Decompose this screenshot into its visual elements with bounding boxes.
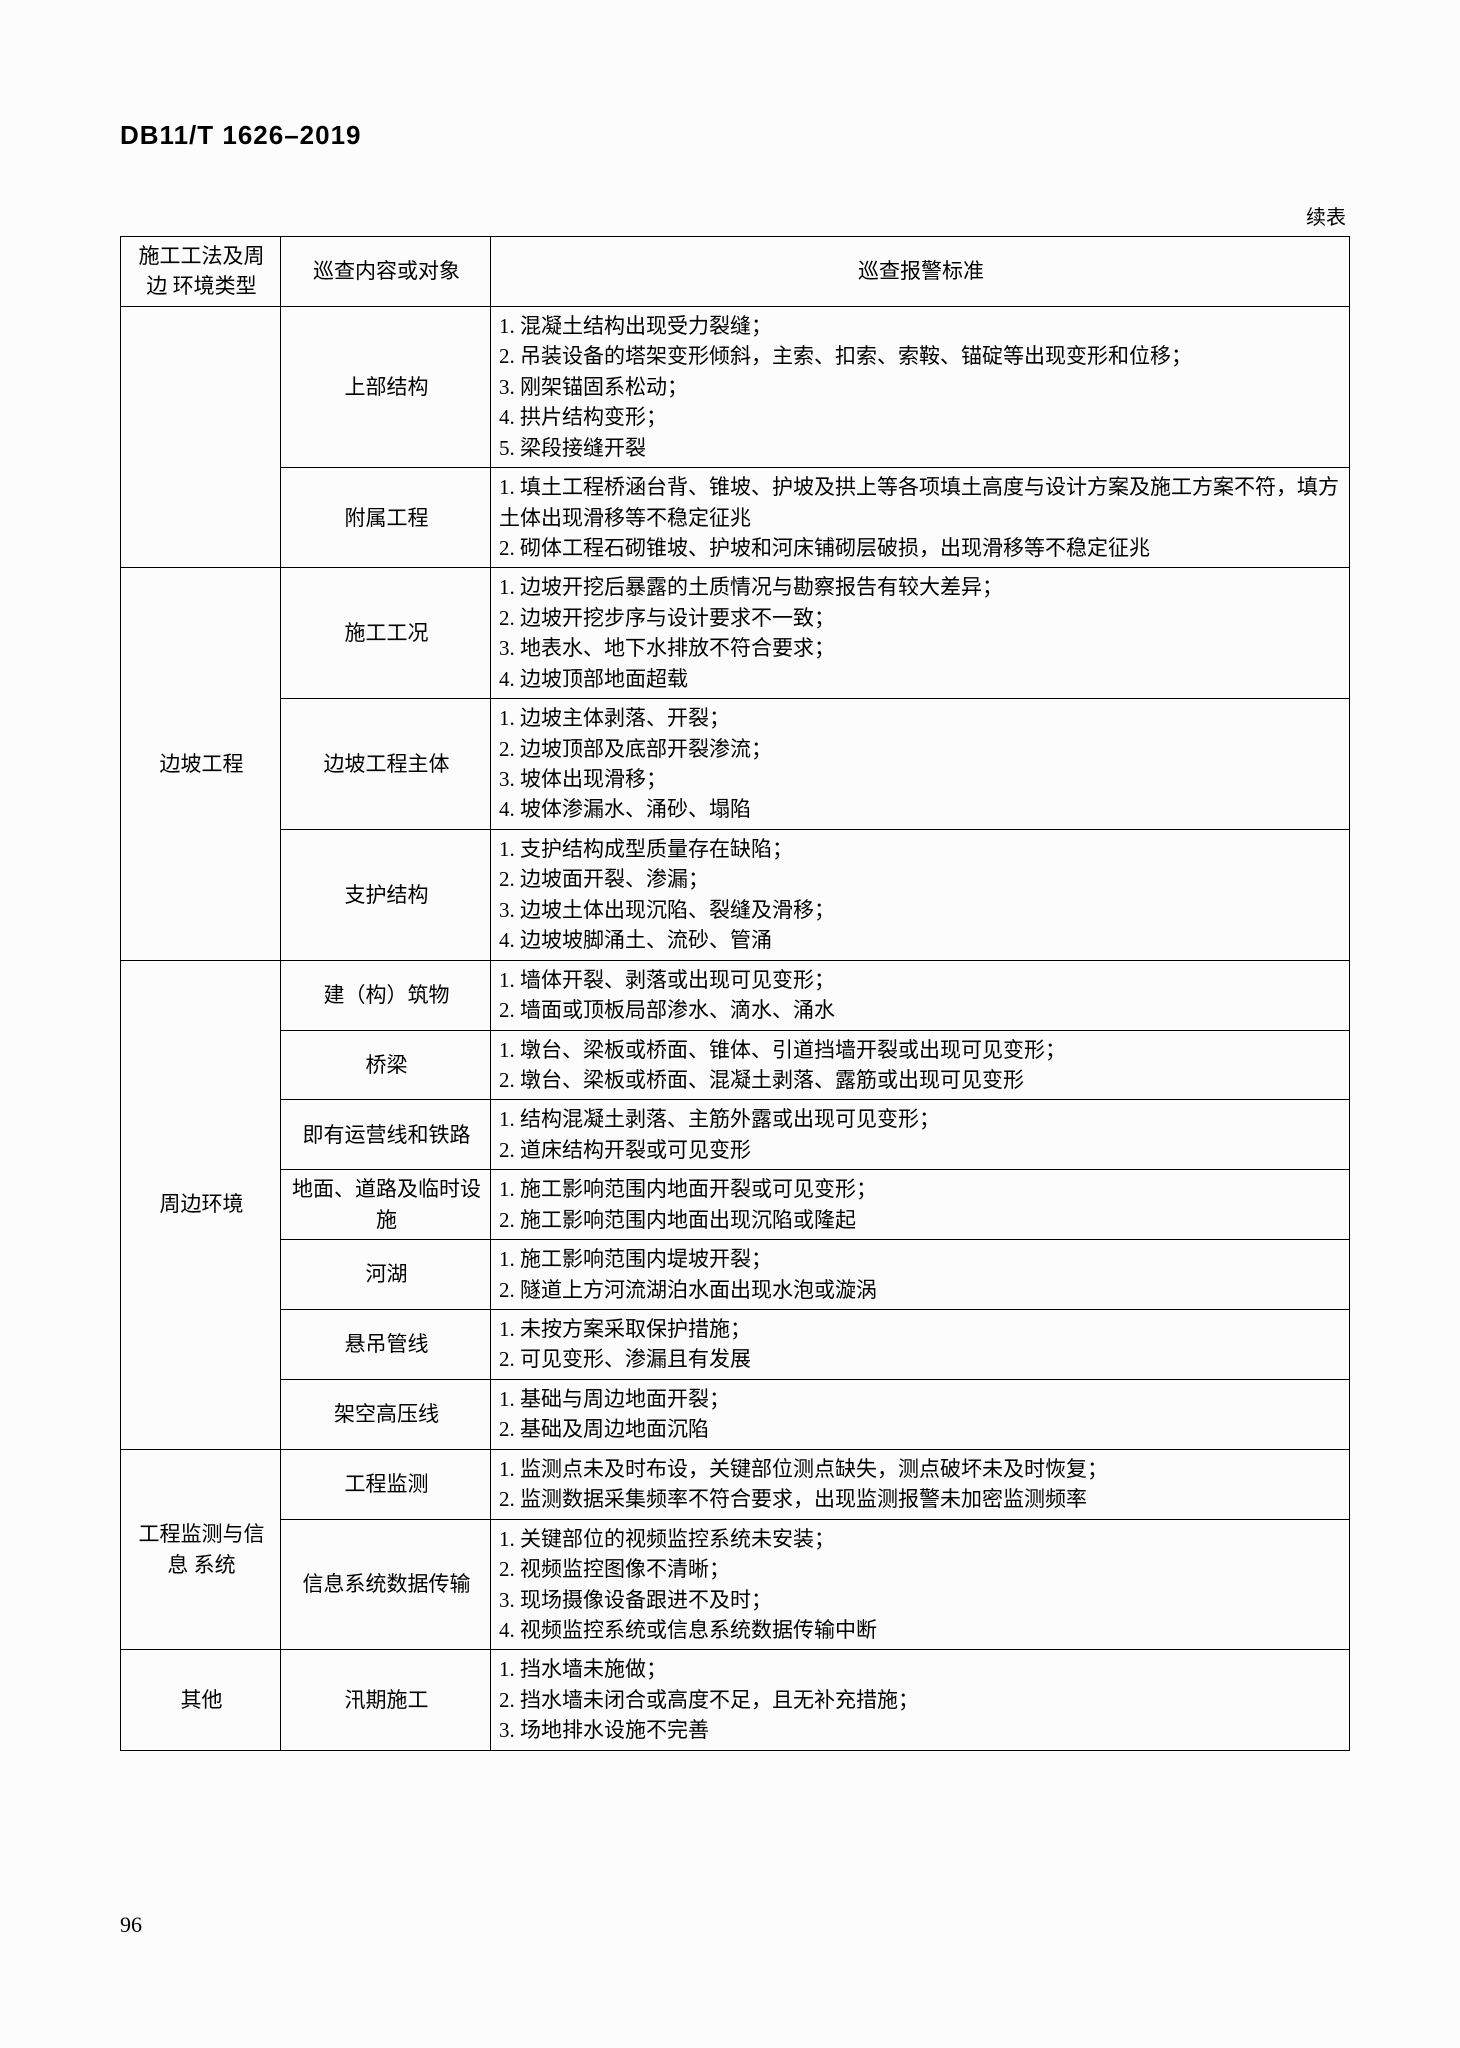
standard-cell: 1. 未按方案采取保护措施； 2. 可见变形、渗漏且有发展 (491, 1310, 1350, 1380)
table-row: 周边环境建（构）筑物1. 墙体开裂、剥落或出现可见变形； 2. 墙面或顶板局部渗… (121, 960, 1350, 1030)
category-cell (121, 306, 281, 568)
subject-cell: 上部结构 (281, 306, 491, 467)
table-row: 河湖1. 施工影响范围内堤坡开裂； 2. 隧道上方河流湖泊水面出现水泡或漩涡 (121, 1240, 1350, 1310)
table-row: 其他汛期施工1. 挡水墙未施做； 2. 挡水墙未闭合或高度不足，且无补充措施； … (121, 1650, 1350, 1750)
page-container: DB11/T 1626–2019 续表 施工工法及周边 环境类型 巡查内容或对象… (0, 0, 1460, 2048)
table-row: 地面、道路及临时设施1. 施工影响范围内地面开裂或可见变形； 2. 施工影响范围… (121, 1170, 1350, 1240)
table-row: 桥梁1. 墩台、梁板或桥面、锥体、引道挡墙开裂或出现可见变形； 2. 墩台、梁板… (121, 1030, 1350, 1100)
table-row: 即有运营线和铁路1. 结构混凝土剥落、主筋外露或出现可见变形； 2. 道床结构开… (121, 1100, 1350, 1170)
category-cell: 周边环境 (121, 960, 281, 1449)
table-row: 上部结构1. 混凝土结构出现受力裂缝； 2. 吊装设备的塔架变形倾斜，主索、扣索… (121, 306, 1350, 467)
header-category: 施工工法及周边 环境类型 (121, 237, 281, 307)
table-row: 附属工程1. 填土工程桥涵台背、锥坡、护坡及拱上等各项填土高度与设计方案及施工方… (121, 468, 1350, 568)
standard-cell: 1. 边坡开挖后暴露的土质情况与勘察报告有较大差异； 2. 边坡开挖步序与设计要… (491, 568, 1350, 699)
standard-cell: 1. 关键部位的视频监控系统未安装； 2. 视频监控图像不清晰； 3. 现场摄像… (491, 1519, 1350, 1650)
subject-cell: 施工工况 (281, 568, 491, 699)
standard-cell: 1. 墙体开裂、剥落或出现可见变形； 2. 墙面或顶板局部渗水、滴水、涌水 (491, 960, 1350, 1030)
table-row: 悬吊管线1. 未按方案采取保护措施； 2. 可见变形、渗漏且有发展 (121, 1310, 1350, 1380)
subject-cell: 桥梁 (281, 1030, 491, 1100)
standard-cell: 1. 施工影响范围内堤坡开裂； 2. 隧道上方河流湖泊水面出现水泡或漩涡 (491, 1240, 1350, 1310)
document-id: DB11/T 1626–2019 (120, 120, 1350, 151)
subject-cell: 建（构）筑物 (281, 960, 491, 1030)
subject-cell: 支护结构 (281, 829, 491, 960)
subject-cell: 边坡工程主体 (281, 699, 491, 830)
category-cell: 边坡工程 (121, 568, 281, 960)
standard-cell: 1. 边坡主体剥落、开裂； 2. 边坡顶部及底部开裂渗流； 3. 坡体出现滑移；… (491, 699, 1350, 830)
subject-cell: 工程监测 (281, 1449, 491, 1519)
table-row: 信息系统数据传输1. 关键部位的视频监控系统未安装； 2. 视频监控图像不清晰；… (121, 1519, 1350, 1650)
continued-label: 续表 (120, 201, 1350, 230)
subject-cell: 附属工程 (281, 468, 491, 568)
subject-cell: 悬吊管线 (281, 1310, 491, 1380)
table-row: 边坡工程施工工况1. 边坡开挖后暴露的土质情况与勘察报告有较大差异； 2. 边坡… (121, 568, 1350, 699)
subject-cell: 河湖 (281, 1240, 491, 1310)
category-cell: 工程监测与信息 系统 (121, 1449, 281, 1650)
table-row: 支护结构1. 支护结构成型质量存在缺陷； 2. 边坡面开裂、渗漏； 3. 边坡土… (121, 829, 1350, 960)
header-standard: 巡查报警标准 (491, 237, 1350, 307)
subject-cell: 汛期施工 (281, 1650, 491, 1750)
standard-cell: 1. 监测点未及时布设，关键部位测点缺失，测点破坏未及时恢复； 2. 监测数据采… (491, 1449, 1350, 1519)
standard-cell: 1. 施工影响范围内地面开裂或可见变形； 2. 施工影响范围内地面出现沉陷或隆起 (491, 1170, 1350, 1240)
subject-cell: 信息系统数据传输 (281, 1519, 491, 1650)
standards-table: 施工工法及周边 环境类型 巡查内容或对象 巡查报警标准 上部结构1. 混凝土结构… (120, 236, 1350, 1751)
header-subject: 巡查内容或对象 (281, 237, 491, 307)
page-number: 96 (120, 1912, 142, 1938)
table-row: 边坡工程主体1. 边坡主体剥落、开裂； 2. 边坡顶部及底部开裂渗流； 3. 坡… (121, 699, 1350, 830)
standard-cell: 1. 混凝土结构出现受力裂缝； 2. 吊装设备的塔架变形倾斜，主索、扣索、索鞍、… (491, 306, 1350, 467)
table-header-row: 施工工法及周边 环境类型 巡查内容或对象 巡查报警标准 (121, 237, 1350, 307)
standard-cell: 1. 结构混凝土剥落、主筋外露或出现可见变形； 2. 道床结构开裂或可见变形 (491, 1100, 1350, 1170)
subject-cell: 即有运营线和铁路 (281, 1100, 491, 1170)
standard-cell: 1. 挡水墙未施做； 2. 挡水墙未闭合或高度不足，且无补充措施； 3. 场地排… (491, 1650, 1350, 1750)
standard-cell: 1. 基础与周边地面开裂； 2. 基础及周边地面沉陷 (491, 1379, 1350, 1449)
standard-cell: 1. 填土工程桥涵台背、锥坡、护坡及拱上等各项填土高度与设计方案及施工方案不符，… (491, 468, 1350, 568)
subject-cell: 架空高压线 (281, 1379, 491, 1449)
standard-cell: 1. 墩台、梁板或桥面、锥体、引道挡墙开裂或出现可见变形； 2. 墩台、梁板或桥… (491, 1030, 1350, 1100)
subject-cell: 地面、道路及临时设施 (281, 1170, 491, 1240)
table-row: 工程监测与信息 系统工程监测1. 监测点未及时布设，关键部位测点缺失，测点破坏未… (121, 1449, 1350, 1519)
table-row: 架空高压线1. 基础与周边地面开裂； 2. 基础及周边地面沉陷 (121, 1379, 1350, 1449)
standard-cell: 1. 支护结构成型质量存在缺陷； 2. 边坡面开裂、渗漏； 3. 边坡土体出现沉… (491, 829, 1350, 960)
category-cell: 其他 (121, 1650, 281, 1750)
